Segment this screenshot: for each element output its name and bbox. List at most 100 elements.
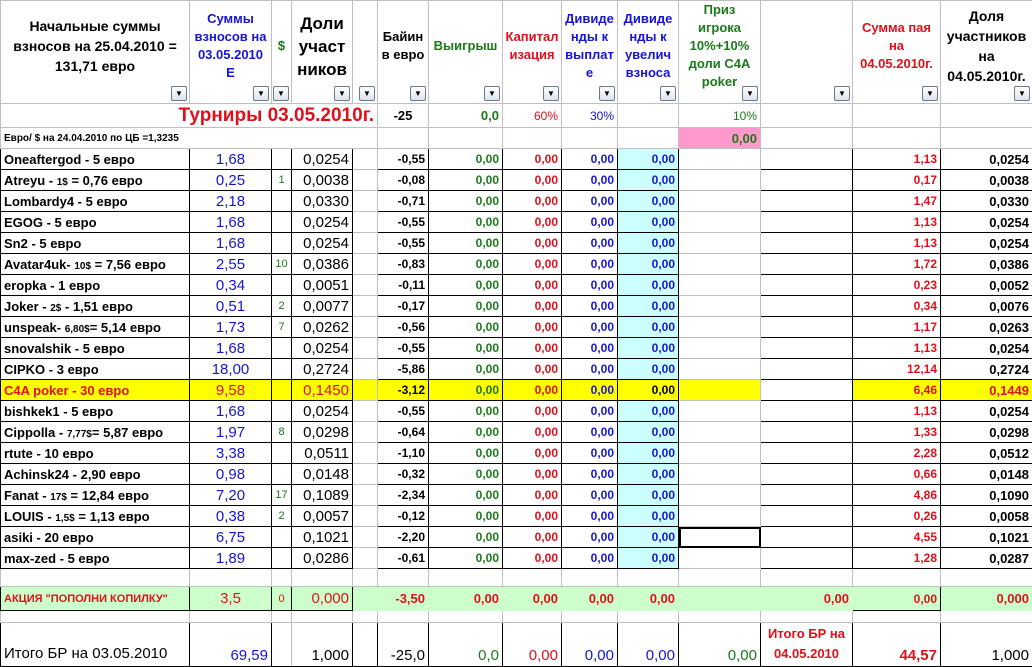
participant-share-new[interactable]: 0,0052 (941, 275, 1032, 296)
capitalization[interactable]: 0,00 (503, 317, 562, 338)
cell[interactable] (562, 569, 618, 587)
contribution-sum[interactable]: 0,98 (190, 464, 272, 485)
cell[interactable] (761, 191, 853, 212)
usd-amount[interactable]: 8 (272, 422, 292, 443)
player-prize[interactable] (679, 212, 761, 233)
dividends-payout[interactable]: 0,00 (562, 527, 618, 548)
dividends-increase[interactable]: 0,00 (618, 254, 679, 275)
totals-pay[interactable]: 44,57 (853, 623, 941, 667)
cell[interactable] (761, 170, 853, 191)
column-header[interactable]: Начальные суммы взносов на 25.04.2010 = … (1, 1, 190, 104)
contribution-sum[interactable]: 1,68 (190, 212, 272, 233)
dividends-increase[interactable]: 0,00 (618, 212, 679, 233)
player-prize[interactable] (679, 548, 761, 569)
cell[interactable] (761, 212, 853, 233)
cell[interactable] (679, 587, 761, 611)
cell[interactable] (353, 506, 378, 527)
totals-share2[interactable]: 1,000 (941, 623, 1032, 667)
cell[interactable] (853, 611, 941, 623)
dividends-increase[interactable]: 0,00 (618, 359, 679, 380)
capitalization[interactable]: 0,00 (503, 527, 562, 548)
cell[interactable] (190, 611, 272, 623)
cell[interactable] (562, 611, 618, 623)
player-prize[interactable] (679, 380, 761, 401)
cell[interactable] (761, 275, 853, 296)
win-summary[interactable]: 0,0 (429, 104, 503, 128)
cell[interactable] (353, 212, 378, 233)
buyin-eur[interactable]: -0,61 (378, 548, 429, 569)
column-header[interactable]: Дивиде нды к увелич взноса▼ (618, 1, 679, 104)
share-value-sum[interactable]: 0,23 (853, 275, 941, 296)
share-value-sum[interactable]: 1,13 (853, 338, 941, 359)
usd-amount[interactable] (272, 359, 292, 380)
contribution-sum[interactable]: 2,55 (190, 254, 272, 275)
participant-name[interactable]: EGOG - 5 евро (1, 212, 190, 233)
player-prize[interactable] (679, 170, 761, 191)
winnings[interactable]: 0,00 (429, 422, 503, 443)
cell[interactable] (761, 296, 853, 317)
cell[interactable] (353, 254, 378, 275)
buyin-eur[interactable]: -3,12 (378, 380, 429, 401)
totals-prize[interactable]: 0,00 (679, 623, 761, 667)
filter-dropdown-icon[interactable]: ▼ (922, 86, 938, 101)
share-value-sum[interactable]: 0,66 (853, 464, 941, 485)
usd-amount[interactable] (272, 548, 292, 569)
filter-dropdown-icon[interactable]: ▼ (334, 86, 350, 101)
cell[interactable] (853, 128, 941, 149)
capitalization[interactable]: 0,00 (503, 422, 562, 443)
cell[interactable] (761, 464, 853, 485)
usd-amount[interactable]: 2 (272, 296, 292, 317)
participant-share-new[interactable]: 0,1449 (941, 380, 1032, 401)
capitalization[interactable]: 0,00 (503, 170, 562, 191)
contribution-sum[interactable]: 7,20 (190, 485, 272, 506)
column-header[interactable]: Байин в евро▼ (378, 1, 429, 104)
filter-dropdown-icon[interactable]: ▼ (834, 86, 850, 101)
participant-share-new[interactable]: 0,0148 (941, 464, 1032, 485)
capitalization[interactable]: 0,00 (503, 380, 562, 401)
cell[interactable] (353, 275, 378, 296)
share-value-sum[interactable]: 0,26 (853, 506, 941, 527)
cell[interactable] (353, 527, 378, 548)
cell[interactable] (353, 233, 378, 254)
cell[interactable] (761, 401, 853, 422)
winnings[interactable]: 0,00 (429, 275, 503, 296)
contribution-sum[interactable]: 0,34 (190, 275, 272, 296)
buyin-eur[interactable]: -0,55 (378, 149, 429, 170)
promo-blank-value[interactable]: 0,00 (761, 587, 853, 611)
dividends-payout[interactable]: 0,00 (562, 422, 618, 443)
buyin-eur[interactable]: -0,08 (378, 170, 429, 191)
buyin-eur[interactable]: -0,71 (378, 191, 429, 212)
winnings[interactable]: 0,00 (429, 191, 503, 212)
filter-dropdown-icon[interactable]: ▼ (543, 86, 559, 101)
dividends-increase[interactable]: 0,00 (618, 380, 679, 401)
contribution-sum[interactable]: 18,00 (190, 359, 272, 380)
cell[interactable] (618, 611, 679, 623)
participant-share[interactable]: 0,0254 (292, 338, 353, 359)
winnings[interactable]: 0,00 (429, 317, 503, 338)
player-prize[interactable] (679, 527, 761, 548)
cell[interactable] (761, 569, 853, 587)
cell[interactable] (272, 623, 292, 667)
filter-dropdown-icon[interactable]: ▼ (171, 86, 187, 101)
cell[interactable] (761, 254, 853, 275)
totals-divinc[interactable]: 0,00 (618, 623, 679, 667)
dividends-payout[interactable]: 0,00 (562, 191, 618, 212)
cell[interactable] (761, 611, 853, 623)
participant-share-new[interactable]: 0,0254 (941, 233, 1032, 254)
cap-percent[interactable]: 60% (503, 104, 562, 128)
participant-share[interactable]: 0,0298 (292, 422, 353, 443)
promo-div[interactable]: 0,00 (562, 587, 618, 611)
cell[interactable] (292, 611, 353, 623)
filter-dropdown-icon[interactable]: ▼ (273, 86, 289, 101)
cell[interactable] (761, 149, 853, 170)
dividends-payout[interactable]: 0,00 (562, 212, 618, 233)
participant-name[interactable]: bishkek1 - 5 евро (1, 401, 190, 422)
exchange-rate-note[interactable]: Евро/ $ на 24.04.2010 по ЦБ =1,3235 (1, 128, 378, 149)
column-header[interactable]: Сумма пая на 04.05.2010г.▼ (853, 1, 941, 104)
totals-share[interactable]: 1,000 (292, 623, 353, 667)
cell[interactable] (1, 611, 190, 623)
totals-cap[interactable]: 0,00 (503, 623, 562, 667)
cell[interactable] (618, 104, 679, 128)
participant-share-new[interactable]: 0,2724 (941, 359, 1032, 380)
participant-name[interactable]: Avatar4uk- 10$ = 7,56 евро (1, 254, 190, 275)
